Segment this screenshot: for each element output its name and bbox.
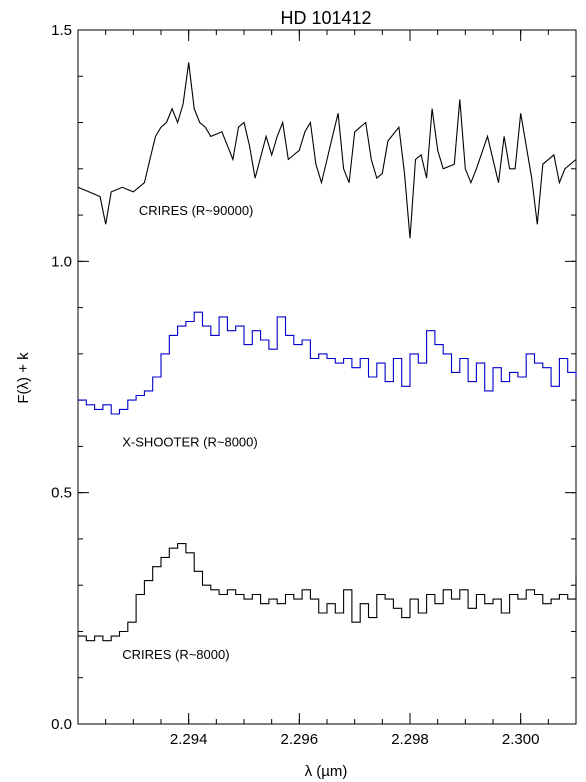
y-tick-label: 1.0 [51,253,72,270]
series-labels: CRIRES (R~90000) X-SHOOTER (R~8000) CRIRES… [122,203,257,662]
x-tick-label: 2.294 [170,731,208,748]
x-tick-label: 2.298 [391,731,429,748]
y-axis-label: F(λ) + k [15,352,32,404]
chart-title: HD 101412 [280,8,371,28]
series-layer [77,62,577,642]
x-tick-label: 2.300 [502,731,540,748]
y-tick-label: 0.5 [51,485,72,502]
y-tick-label: 1.5 [51,22,72,39]
series-label-2: CRIRES (R~8000) [122,647,229,662]
series-line-2 [78,543,577,642]
x-tick-label: 2.296 [281,731,319,748]
series-label-0: CRIRES (R~90000) [139,203,254,218]
series-label-1: X-SHOOTER (R~8000) [122,434,257,449]
y-axis: 0.0 0.5 1.0 1.5 [51,22,576,733]
series-line-0 [77,62,577,239]
x-axis-label: λ (µm) [305,763,348,780]
y-tick-label: 0.0 [51,716,72,733]
series-line-1 [78,311,577,415]
x-axis: 2.294 2.296 2.298 2.300 [77,30,577,748]
